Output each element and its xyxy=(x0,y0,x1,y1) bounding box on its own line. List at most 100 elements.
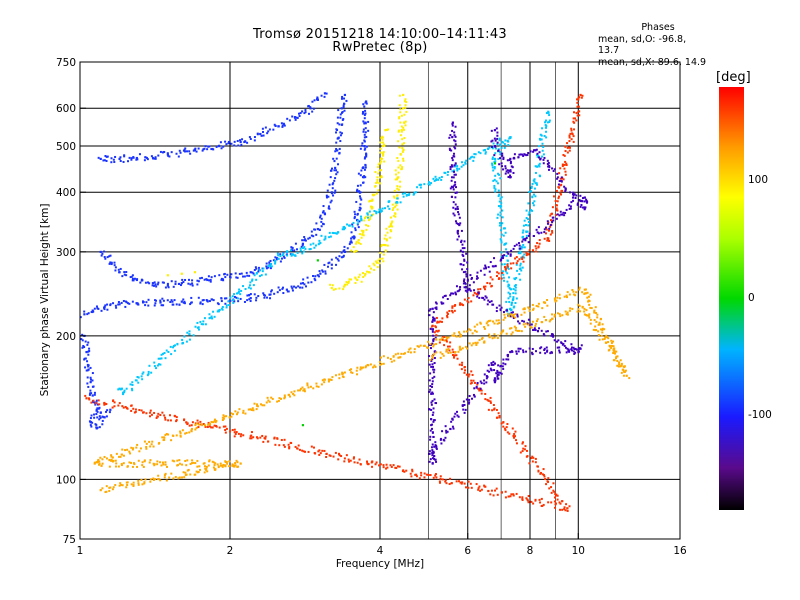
data-point xyxy=(398,116,401,119)
data-point xyxy=(613,359,616,362)
data-point xyxy=(546,330,549,333)
data-point xyxy=(365,135,368,138)
data-point xyxy=(301,252,304,255)
data-point xyxy=(83,358,86,361)
data-point xyxy=(500,372,503,375)
data-point xyxy=(504,231,507,234)
data-point xyxy=(558,346,561,349)
data-point xyxy=(477,487,480,490)
data-point xyxy=(167,154,170,157)
data-point xyxy=(343,102,346,105)
data-point xyxy=(507,297,510,300)
data-point xyxy=(253,293,256,296)
data-point xyxy=(227,300,230,303)
data-point xyxy=(161,461,164,464)
data-point xyxy=(511,315,514,318)
data-point xyxy=(624,369,627,372)
data-point xyxy=(386,231,389,234)
data-point xyxy=(375,261,378,264)
data-point xyxy=(514,329,517,332)
data-point xyxy=(513,157,516,160)
data-point xyxy=(500,277,503,280)
data-point xyxy=(499,197,502,200)
data-point xyxy=(454,162,457,165)
data-point xyxy=(236,139,239,142)
data-point xyxy=(411,468,414,471)
data-point xyxy=(110,261,113,264)
data-point xyxy=(193,271,197,274)
data-point xyxy=(98,406,101,409)
data-point xyxy=(330,199,333,202)
data-point xyxy=(189,152,192,155)
data-point xyxy=(468,342,471,345)
data-point xyxy=(452,176,455,179)
data-point xyxy=(167,433,170,436)
data-point xyxy=(209,280,212,283)
data-point xyxy=(399,180,402,183)
data-point xyxy=(88,393,91,396)
data-point xyxy=(378,208,381,211)
data-point xyxy=(498,224,501,227)
data-point xyxy=(468,284,471,287)
data-point xyxy=(454,208,457,211)
data-point xyxy=(443,335,446,338)
data-point xyxy=(159,414,162,417)
data-point xyxy=(488,270,491,273)
data-point xyxy=(563,344,566,347)
data-point xyxy=(510,288,513,291)
data-point xyxy=(83,346,86,349)
data-point xyxy=(548,114,551,117)
data-point xyxy=(137,482,140,485)
data-point xyxy=(210,315,213,318)
data-point xyxy=(105,485,108,488)
data-point xyxy=(115,462,118,465)
data-point xyxy=(573,348,576,351)
data-point xyxy=(494,190,497,193)
data-point xyxy=(570,201,573,204)
data-point xyxy=(566,142,569,145)
data-point xyxy=(596,316,599,319)
data-point xyxy=(263,437,266,440)
data-point xyxy=(327,378,330,381)
data-point xyxy=(558,293,561,296)
data-point xyxy=(470,397,473,400)
data-point xyxy=(504,429,507,432)
data-point xyxy=(109,261,112,264)
data-point xyxy=(364,272,367,275)
data-point xyxy=(451,122,454,125)
data-point xyxy=(622,374,625,377)
data-point xyxy=(493,379,496,382)
data-point xyxy=(317,243,320,246)
data-point xyxy=(500,239,503,242)
data-point xyxy=(513,244,516,247)
data-point xyxy=(432,435,435,438)
data-point xyxy=(503,427,506,430)
data-point xyxy=(454,181,457,184)
data-point xyxy=(206,278,209,282)
data-point xyxy=(575,112,578,115)
data-point xyxy=(499,309,502,312)
data-point xyxy=(428,355,431,358)
data-point xyxy=(522,229,525,232)
data-point xyxy=(262,440,265,443)
data-point xyxy=(353,461,356,464)
data-point xyxy=(422,344,425,347)
data-point xyxy=(109,408,112,411)
data-point xyxy=(533,187,536,190)
data-point xyxy=(162,304,165,307)
data-point xyxy=(441,352,444,355)
data-point xyxy=(522,260,525,263)
data-point xyxy=(494,379,497,382)
data-point xyxy=(435,351,438,354)
data-point xyxy=(379,141,382,144)
data-point xyxy=(563,167,566,170)
data-point xyxy=(527,318,530,321)
data-point xyxy=(129,383,132,386)
data-point xyxy=(512,436,515,439)
data-point xyxy=(393,189,396,192)
data-point xyxy=(553,168,556,171)
data-point xyxy=(384,129,387,132)
data-point xyxy=(497,272,500,275)
data-point xyxy=(210,276,213,279)
data-point xyxy=(312,387,315,390)
